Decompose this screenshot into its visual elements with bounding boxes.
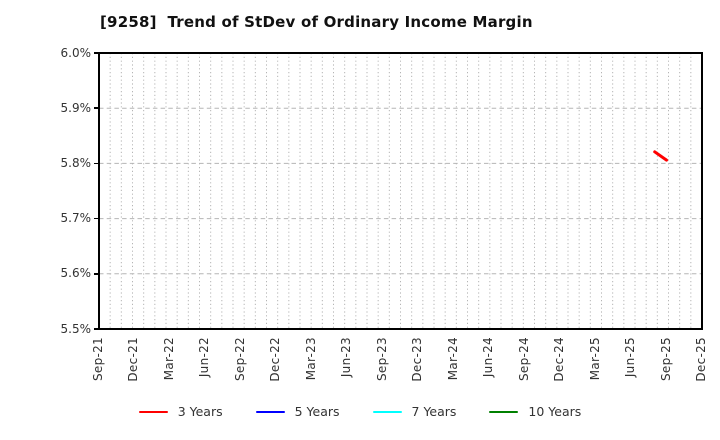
x-tick-label: Mar-23 (303, 337, 318, 381)
x-tick-label: Jun-24 (481, 337, 496, 378)
x-tick-label: Sep-22 (232, 337, 247, 382)
x-tick-label: Jun-22 (197, 337, 212, 378)
legend-label: 7 Years (411, 404, 457, 419)
y-tick-label: 5.7% (60, 211, 92, 226)
y-tick-label: 5.6% (60, 266, 92, 281)
x-tick-label: Mar-25 (587, 337, 602, 381)
chart-title: [9258] Trend of StDev of Ordinary Income… (100, 13, 533, 31)
x-tick-label: Dec-23 (410, 337, 425, 382)
legend-line-swatch (489, 410, 519, 414)
legend-line-swatch (372, 410, 402, 414)
x-tick-label: Mar-24 (445, 337, 460, 381)
series-line-3-years (653, 150, 669, 162)
x-tick-label: Jun-23 (339, 337, 354, 378)
legend-label: 3 Years (177, 404, 223, 419)
legend-item-10-years: 10 Years (489, 404, 581, 420)
x-tick-label: Dec-21 (126, 337, 141, 382)
x-tick-label: Mar-22 (161, 337, 176, 381)
y-tick-mark (94, 273, 98, 275)
x-tick-label: Sep-24 (516, 337, 531, 382)
x-tick-label: Sep-25 (658, 337, 673, 382)
y-tick-mark (94, 107, 98, 109)
y-tick-mark (94, 217, 98, 220)
y-tick-label: 5.9% (60, 100, 92, 115)
plot-area (98, 52, 703, 330)
chart-legend: 3 Years 5 Years 7 Years 10 Years (0, 404, 720, 420)
y-tick-label: 5.5% (60, 321, 92, 336)
legend-item-3-years: 3 Years (138, 404, 223, 420)
legend-label: 5 Years (294, 404, 340, 419)
x-tick-label: Sep-23 (374, 337, 389, 382)
x-tick-label: Sep-21 (91, 337, 105, 382)
plot-canvas (98, 52, 703, 330)
x-tick-label: Dec-22 (268, 337, 283, 382)
legend-line-swatch (138, 410, 168, 414)
y-tick-label: 5.8% (60, 155, 92, 170)
legend-line-swatch (255, 410, 285, 414)
y-tick-label: 6.0% (60, 45, 92, 60)
y-tick-mark (94, 52, 98, 54)
legend-item-5-years: 5 Years (255, 404, 340, 420)
x-tick-label: Dec-24 (552, 337, 567, 382)
legend-item-7-years: 7 Years (372, 404, 457, 420)
legend-label: 10 Years (528, 404, 582, 419)
x-tick-label: Dec-25 (694, 337, 708, 382)
y-tick-mark (94, 328, 98, 330)
x-tick-label: Jun-25 (623, 337, 638, 378)
y-tick-mark (94, 162, 98, 165)
